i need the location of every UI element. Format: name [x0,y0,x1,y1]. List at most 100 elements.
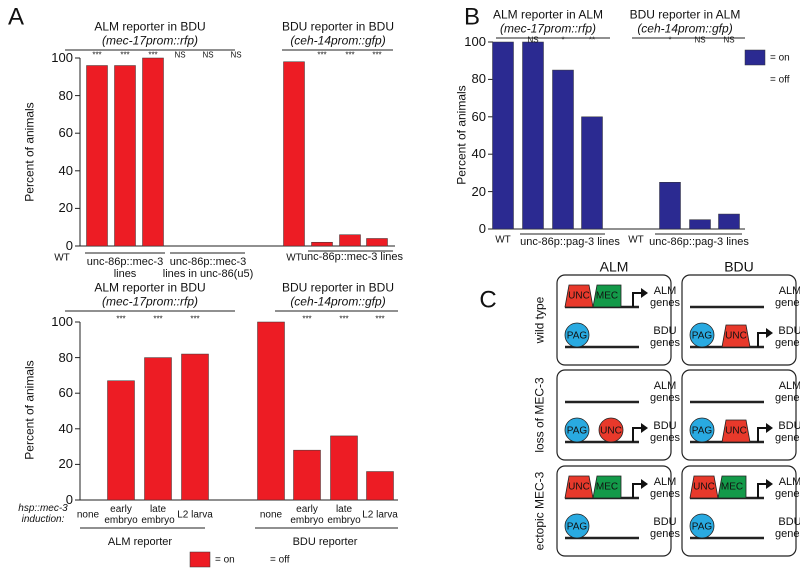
significance: *** [190,314,200,324]
significance: * [668,35,672,45]
bar [257,321,285,501]
promoter-arrowhead [766,328,773,338]
y-tick-label: 100 [464,34,486,49]
promoter-arrowhead [641,479,648,489]
x-tick-label: L2 larva [177,509,213,521]
significance: *** [317,50,327,60]
factor-label: PAG [691,425,713,437]
significance: *** [116,314,126,324]
header-title: ALM reporter in ALM [492,7,604,22]
header-subtitle: (ceh-14prom::gfp) [290,33,386,48]
header-subtitle: (mec-17prom::rfp) [101,294,199,309]
factor-unc [689,475,719,499]
bar [366,471,394,501]
significance: *** [345,50,355,60]
bar [107,380,135,501]
bar [492,41,514,230]
legend-label: = on [215,554,235,566]
cell-box [681,465,797,557]
significance: *** [372,50,382,60]
legend-label: = off [270,554,290,566]
legend-swatch-on [744,49,766,66]
factor-unc [721,419,751,443]
group-label: unc-86p::pag-3 lines [520,236,620,248]
y-axis-label: Percent of animals [454,85,469,185]
y-tick-label: 20 [58,456,73,472]
significance: *** [148,50,158,60]
factor-label: MEC [595,290,619,302]
factor-pag [689,322,715,348]
header-subtitle: (mec-17prom::rfp) [101,33,199,48]
promoter-arrow [632,292,641,307]
gene-label: BDU genes [650,325,680,349]
promoter-arrowhead [766,479,773,489]
promoter-arrow [757,483,766,498]
bar [311,241,333,247]
header-subtitle: (ceh-14prom::gfp) [637,21,733,36]
group-label: ALM reporter [107,536,173,548]
factor-unc [721,324,751,348]
bar [718,213,740,230]
gene-label: ALM genes [775,476,800,500]
panel-label: C [479,286,497,314]
gene-label: ALM genes [775,380,800,404]
header-title: BDU reporter in ALM [629,7,741,22]
significance: *** [375,314,385,324]
group-label: unc-86p::mec-3 lines [86,256,164,280]
bar [86,65,108,247]
factor-label: PAG [691,521,713,533]
significance: *** [339,314,349,324]
factor-pag [689,513,715,539]
gene-label: BDU genes [650,516,680,540]
bar [142,57,164,247]
promoter-arrow [632,483,641,498]
bar [366,238,388,247]
legend-label: = on [770,52,790,64]
significance: *** [302,314,312,324]
y-tick-label: 0 [65,492,73,507]
cell-box [681,274,797,366]
factor-label: UNC [600,425,622,437]
header-subtitle: (ceh-14prom::gfp) [290,294,386,309]
header-title: ALM reporter in BDU [94,280,206,295]
significance: NS [723,35,735,45]
y-tick-label: 20 [58,200,73,216]
group-label: BDU reporter [292,536,358,548]
factor-mec [592,284,622,308]
factor-label: PAG [691,330,713,342]
group-label: unc-86p::mec-3 lines [300,251,404,263]
x-tick-label: late embryo [141,504,175,526]
y-tick-label: 80 [58,349,73,365]
y-tick-label: 20 [471,183,486,199]
significance: *** [153,314,163,324]
gene-label: ALM genes [650,380,680,404]
y-tick-label: 0 [65,238,73,253]
significance: NS [694,35,706,45]
y-tick-label: 60 [58,385,73,401]
gene-label: ALM genes [650,285,680,309]
x-tick-label: WT [286,252,302,264]
factor-pag [564,513,590,539]
header-subtitle: (mec-17prom::rfp) [499,21,597,36]
panel-label: B [463,3,481,31]
significance: *** [120,50,130,60]
y-tick-label: 100 [51,314,73,329]
significance: * [561,35,565,45]
x-tick-label: WT [495,234,511,246]
bar [114,65,136,247]
x-tick-label: late embryo [327,504,361,526]
bar [144,357,172,501]
bar [552,69,574,230]
header-title: ALM reporter in BDU [94,19,206,34]
y-tick-label: 60 [58,125,73,141]
gene-label: BDU genes [775,325,800,349]
factor-label: MEC [595,481,619,493]
cell-box [556,369,672,461]
y-tick-label: 40 [58,162,73,178]
factor-mec [592,475,622,499]
bar [659,182,681,230]
header-title: BDU reporter in BDU [281,280,395,295]
factor-label: PAG [566,425,588,437]
group-label: unc-86p::pag-3 lines [649,236,749,248]
